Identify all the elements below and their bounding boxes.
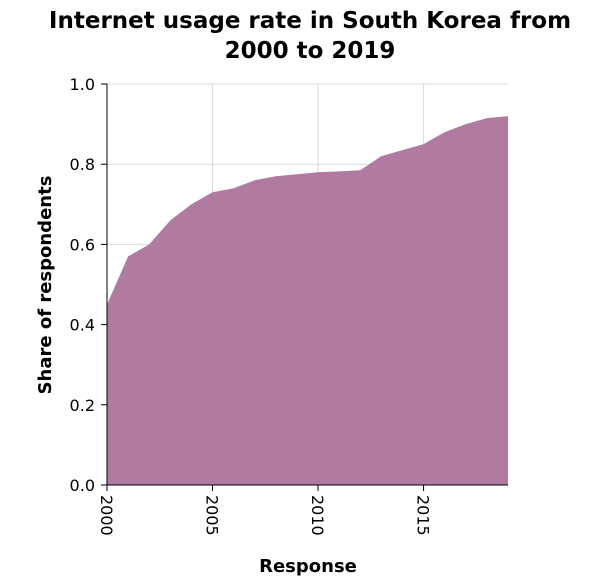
plot-area	[107, 116, 508, 485]
y-tick-label-5: 1.0	[70, 75, 95, 94]
x-tick-label-2: 2010	[308, 495, 327, 536]
x-tick-label-3: 2015	[414, 495, 433, 536]
y-tick-label-1: 0.2	[70, 396, 95, 415]
y-tick-label-3: 0.6	[70, 235, 95, 254]
y-tick-label-2: 0.4	[70, 316, 95, 335]
axes	[106, 84, 508, 486]
area-series	[107, 116, 508, 485]
chart-title-line-2: 2000 to 2019	[225, 38, 396, 64]
x-tick-label-0: 2000	[97, 495, 116, 536]
y-tick-label-0: 0.0	[70, 476, 95, 495]
x-tick-label-1: 2005	[203, 495, 222, 536]
ticks: 0.0 0.2 0.4 0.6 0.8 1.0 2000 2005 2010 2015	[70, 75, 433, 536]
chart-title-line-1: Internet usage rate in South Korea from	[49, 8, 571, 34]
y-axis-label: Share of respondents	[35, 176, 56, 395]
x-axis-label: Response	[259, 556, 357, 577]
y-tick-label-4: 0.8	[70, 155, 95, 174]
